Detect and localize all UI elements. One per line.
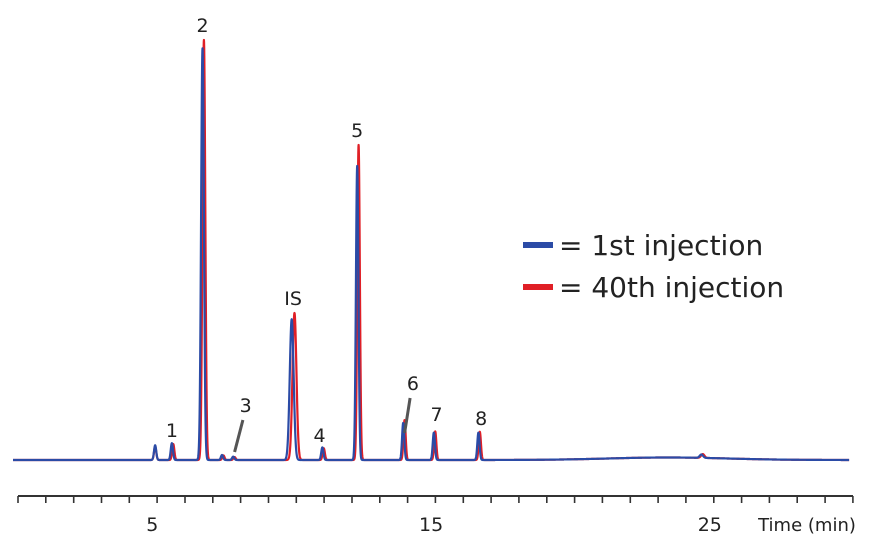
peak-label-is: IS <box>284 288 302 310</box>
chromatogram-traces <box>12 38 851 462</box>
peak-label-1: 1 <box>166 420 178 442</box>
peak-label-3: 3 <box>240 395 252 417</box>
peak-labels: 1 2 3 IS 4 5 67 8 <box>166 15 487 453</box>
x-tick-label-5: 5 <box>146 514 158 536</box>
peak-label-5: 5 <box>351 120 363 142</box>
legend-label-40th-injection: = 40th injection <box>559 271 784 304</box>
x-axis-minor-ticks <box>17 496 854 503</box>
legend: = 1st injection = 40th injection <box>523 229 784 304</box>
x-axis-title: Time (min) <box>757 515 856 536</box>
peak-label-6: 6 <box>407 373 419 395</box>
peak-label-8: 8 <box>475 408 487 430</box>
peak-label-7: 7 <box>431 404 443 426</box>
x-axis-tick-labels: 5 15 25 <box>146 514 722 536</box>
peak-pointer-3 <box>233 419 245 453</box>
peak-pointer-6 <box>403 397 412 434</box>
legend-item-1st-injection: = 1st injection <box>523 229 763 262</box>
x-tick-label-15: 15 <box>419 514 443 536</box>
x-axis: 5 15 25 Time (min) <box>17 495 856 536</box>
peak-label-4: 4 <box>314 425 326 447</box>
trace-1st-injection <box>12 47 851 462</box>
legend-label-1st-injection: = 1st injection <box>559 229 763 262</box>
x-tick-label-25: 25 <box>698 514 722 536</box>
legend-item-40th-injection: = 40th injection <box>523 271 784 304</box>
peak-label-2: 2 <box>196 15 208 37</box>
